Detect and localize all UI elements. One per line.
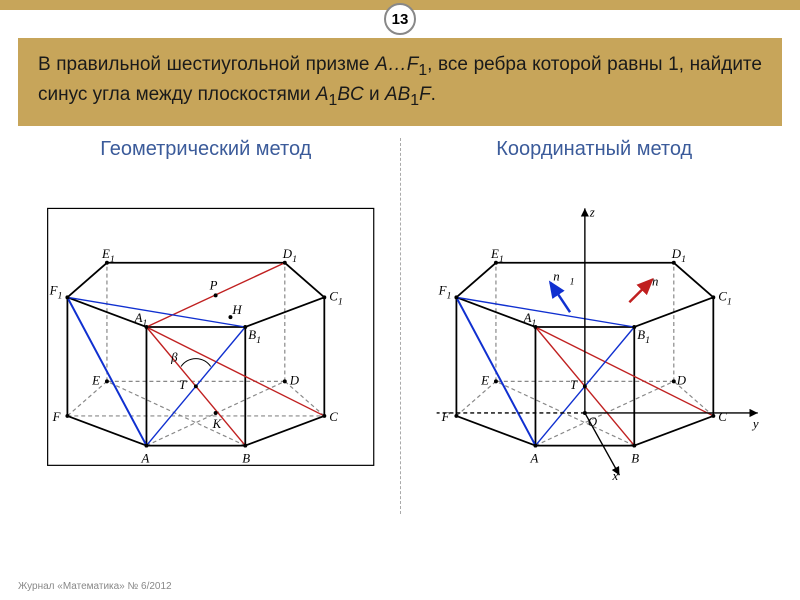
- svg-text:C1: C1: [329, 289, 342, 307]
- svg-text:x: x: [611, 469, 618, 483]
- problem-statement: В правильной шестиугольной призме A…F1, …: [18, 38, 782, 126]
- left-column: Геометрический метод: [18, 126, 394, 526]
- right-diagram: A B C D E F A1 B1 C1 D1 E1 F1 O T z y x: [407, 167, 783, 487]
- slide-number-badge: 13: [384, 3, 416, 35]
- svg-text:A1: A1: [134, 311, 148, 329]
- svg-text:C1: C1: [718, 289, 731, 307]
- svg-text:A: A: [529, 451, 538, 465]
- svg-text:A1: A1: [522, 311, 536, 329]
- svg-text:y: y: [750, 417, 758, 431]
- content-columns: Геометрический метод: [18, 126, 782, 526]
- svg-text:T: T: [179, 378, 187, 392]
- svg-text:n⃗: n⃗: [652, 274, 668, 288]
- geometric-prism-svg: A B C D E F A1 B1 C1 D1 E1 F1 K T P H β: [18, 167, 394, 487]
- footer-citation: Журнал «Математика» № 6/2012: [18, 581, 172, 592]
- svg-text:F1: F1: [49, 283, 63, 301]
- svg-text:F: F: [440, 410, 449, 424]
- problem-sub-1: 1: [418, 62, 427, 79]
- svg-text:K: K: [212, 417, 223, 431]
- problem-sub-3: 1: [410, 92, 419, 109]
- svg-text:B: B: [631, 451, 639, 465]
- svg-text:F: F: [52, 410, 61, 424]
- svg-text:z: z: [588, 205, 594, 219]
- problem-italic-2: A: [316, 84, 329, 105]
- svg-text:D: D: [675, 373, 686, 387]
- slide-number: 13: [392, 11, 409, 28]
- svg-text:B: B: [242, 451, 250, 465]
- svg-text:C: C: [329, 410, 338, 424]
- svg-text:B1: B1: [248, 328, 261, 346]
- coordinate-prism-svg: A B C D E F A1 B1 C1 D1 E1 F1 O T z y x: [407, 167, 783, 487]
- svg-text:T: T: [570, 378, 578, 392]
- svg-text:O: O: [587, 415, 596, 429]
- problem-text-3: и: [364, 84, 385, 105]
- problem-italic-5: F: [419, 84, 431, 105]
- svg-text:H: H: [231, 303, 242, 317]
- right-method-title: Координатный метод: [407, 138, 783, 161]
- svg-text:n⃗1: n⃗1: [553, 269, 574, 287]
- problem-italic-4: AB: [385, 84, 410, 105]
- left-diagram: A B C D E F A1 B1 C1 D1 E1 F1 K T P H β: [18, 167, 394, 487]
- svg-text:A: A: [141, 451, 150, 465]
- problem-sub-2: 1: [329, 92, 338, 109]
- problem-italic-3: BC: [337, 84, 363, 105]
- problem-text-1: В правильной шестиугольной призме: [38, 54, 375, 75]
- svg-text:F1: F1: [437, 283, 451, 301]
- svg-text:E: E: [91, 373, 100, 387]
- problem-italic-1: A…F: [375, 54, 418, 75]
- svg-text:E: E: [480, 373, 489, 387]
- svg-text:B1: B1: [637, 328, 650, 346]
- right-column: Координатный метод: [407, 126, 783, 526]
- left-method-title: Геометрический метод: [18, 138, 394, 161]
- svg-text:D: D: [289, 373, 300, 387]
- column-divider: [400, 138, 401, 514]
- problem-text-4: .: [431, 84, 436, 105]
- svg-text:P: P: [209, 278, 218, 292]
- svg-text:C: C: [718, 410, 727, 424]
- svg-text:β: β: [170, 350, 178, 364]
